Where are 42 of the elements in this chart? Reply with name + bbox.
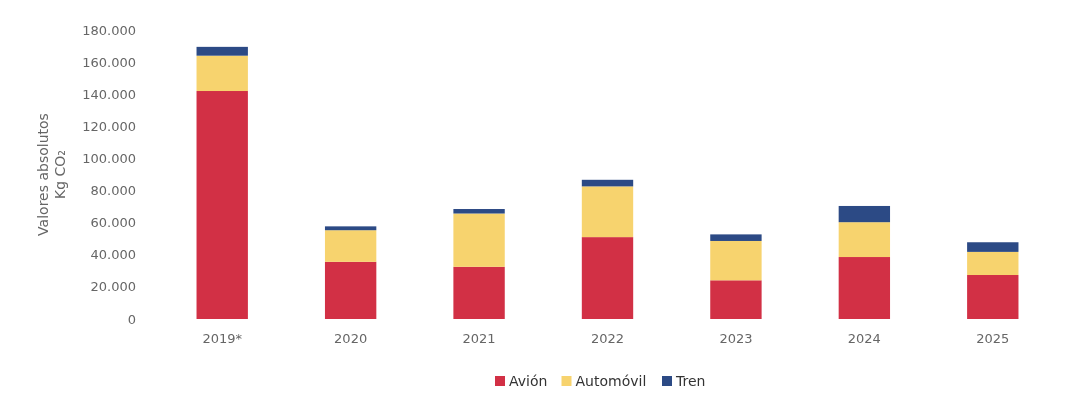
x-tick-label: 2021 bbox=[462, 331, 496, 346]
y-axis-title: Valores absolutos Kg CO₂ bbox=[35, 113, 68, 236]
bar bbox=[581, 186, 634, 238]
x-tick-label: 2024 bbox=[847, 331, 881, 346]
legend-label: Tren bbox=[675, 372, 706, 389]
bar bbox=[453, 266, 505, 319]
y-tick-label: 80.000 bbox=[90, 183, 136, 199]
x-tick-label: 2023 bbox=[719, 331, 753, 346]
bar bbox=[196, 55, 248, 92]
bar bbox=[838, 222, 891, 258]
x-tick-label: 2025 bbox=[976, 331, 1010, 346]
y-tick-label: 140.000 bbox=[82, 86, 136, 102]
bar bbox=[453, 213, 505, 267]
bar bbox=[967, 275, 1019, 319]
bar bbox=[967, 251, 1019, 276]
legend-label: Automóvil bbox=[575, 372, 647, 389]
bar bbox=[710, 240, 762, 281]
bar bbox=[324, 226, 377, 231]
bar bbox=[967, 242, 1019, 252]
bar bbox=[196, 46, 248, 56]
x-tick-label: 2020 bbox=[334, 331, 368, 346]
y-tick-label: 180.000 bbox=[82, 22, 136, 38]
bar bbox=[710, 280, 762, 319]
x-tick-label: 2019* bbox=[202, 331, 243, 346]
bar bbox=[710, 234, 762, 241]
y-tick-label: 120.000 bbox=[82, 118, 136, 134]
legend-label: Avión bbox=[509, 372, 548, 389]
bar bbox=[453, 209, 505, 214]
y-tick-label: 160.000 bbox=[82, 54, 136, 70]
bar bbox=[196, 91, 248, 319]
bar bbox=[324, 261, 377, 319]
y-tick-label: 20.000 bbox=[90, 279, 136, 295]
y-tick-label: 60.000 bbox=[90, 215, 136, 231]
bar bbox=[838, 205, 891, 223]
bar bbox=[838, 257, 891, 319]
y-tick-label: 0 bbox=[127, 311, 136, 327]
y-tick-label: 40.000 bbox=[90, 247, 136, 263]
bar bbox=[324, 230, 377, 262]
bar bbox=[581, 179, 634, 187]
bar bbox=[581, 237, 634, 319]
x-tick-label: 2022 bbox=[590, 331, 625, 346]
y-tick-label: 100.000 bbox=[82, 150, 136, 166]
